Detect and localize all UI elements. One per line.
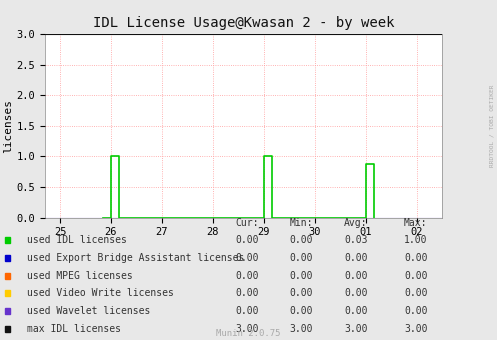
Y-axis label: licenses: licenses	[3, 99, 13, 153]
Text: 0.03: 0.03	[344, 235, 368, 245]
Text: 3.00: 3.00	[404, 324, 427, 334]
Text: 0.00: 0.00	[344, 306, 368, 316]
Text: 3.00: 3.00	[290, 324, 313, 334]
Text: Avg:: Avg:	[344, 218, 368, 228]
Text: used Video Write licenses: used Video Write licenses	[27, 288, 174, 299]
Text: 0.00: 0.00	[404, 271, 427, 281]
Text: 3.00: 3.00	[235, 324, 258, 334]
Text: RRDTOOL / TOBI OETIKER: RRDTOOL / TOBI OETIKER	[490, 85, 495, 167]
Text: Max:: Max:	[404, 218, 427, 228]
Text: 0.00: 0.00	[290, 235, 313, 245]
Text: 0.00: 0.00	[235, 235, 258, 245]
Text: 1.00: 1.00	[404, 235, 427, 245]
Text: max IDL licenses: max IDL licenses	[27, 324, 121, 334]
Text: 0.00: 0.00	[290, 271, 313, 281]
Text: 0.00: 0.00	[235, 253, 258, 263]
Text: used Export Bridge Assistant licenses: used Export Bridge Assistant licenses	[27, 253, 245, 263]
Text: 3.00: 3.00	[344, 324, 368, 334]
Text: 0.00: 0.00	[235, 306, 258, 316]
Text: Min:: Min:	[290, 218, 313, 228]
Text: 0.00: 0.00	[344, 271, 368, 281]
Text: 0.00: 0.00	[404, 306, 427, 316]
Text: 0.00: 0.00	[344, 288, 368, 299]
Text: Cur:: Cur:	[235, 218, 258, 228]
Text: used MPEG licenses: used MPEG licenses	[27, 271, 133, 281]
Text: 0.00: 0.00	[404, 253, 427, 263]
Text: 0.00: 0.00	[290, 288, 313, 299]
Text: 0.00: 0.00	[235, 288, 258, 299]
Text: used IDL licenses: used IDL licenses	[27, 235, 127, 245]
Text: 0.00: 0.00	[290, 253, 313, 263]
Text: 0.00: 0.00	[344, 253, 368, 263]
Text: 0.00: 0.00	[404, 288, 427, 299]
Title: IDL License Usage@Kwasan 2 - by week: IDL License Usage@Kwasan 2 - by week	[93, 16, 394, 30]
Text: 0.00: 0.00	[290, 306, 313, 316]
Text: Munin 2.0.75: Munin 2.0.75	[216, 329, 281, 338]
Text: used Wavelet licenses: used Wavelet licenses	[27, 306, 151, 316]
Text: 0.00: 0.00	[235, 271, 258, 281]
